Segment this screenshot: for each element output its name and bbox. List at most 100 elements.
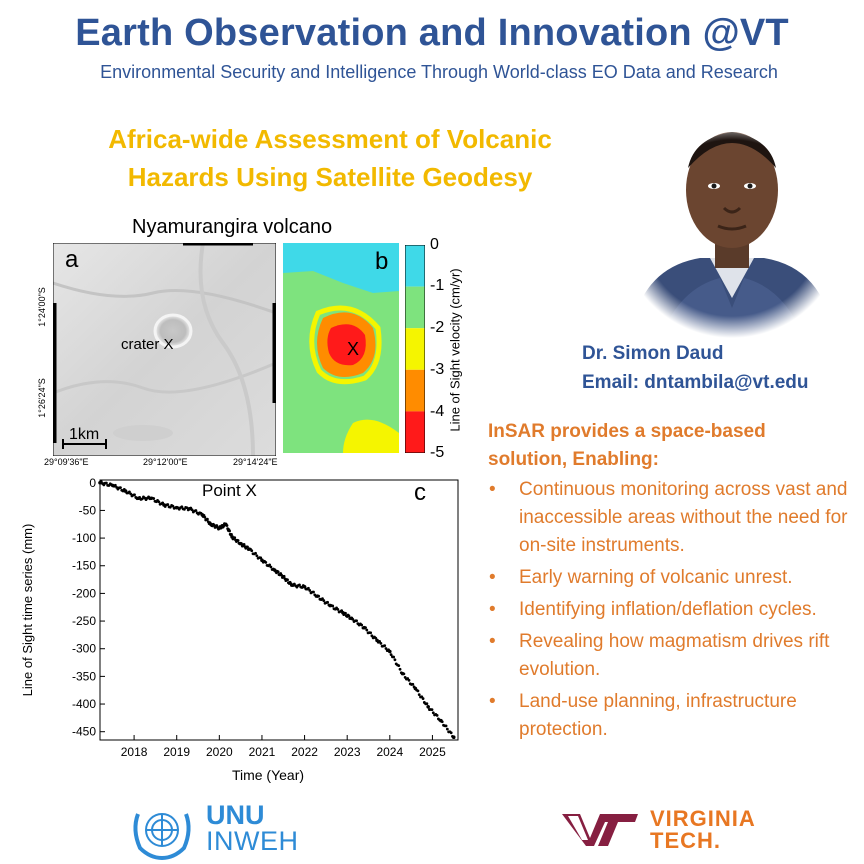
data-point (185, 506, 189, 510)
data-point (388, 649, 392, 654)
data-point (360, 623, 364, 627)
inweh-logo-text: INWEH (206, 826, 299, 856)
data-point (317, 594, 321, 598)
data-point (389, 653, 393, 657)
data-point (336, 607, 340, 611)
data-point (250, 549, 254, 553)
y-axis-label: Line of Sight time series (mm) (20, 524, 35, 697)
data-point (308, 589, 312, 592)
data-point (286, 578, 289, 582)
data-point (444, 724, 448, 728)
colorbar-segment (405, 411, 425, 453)
figure-title: Nyamurangira volcano (132, 216, 333, 238)
data-point (128, 490, 131, 494)
y-tick-label: 0 (89, 476, 96, 490)
data-point (417, 693, 421, 697)
panel-b-label: b (375, 248, 388, 275)
data-point (233, 536, 237, 540)
chart-title: Point X (202, 481, 257, 500)
data-point (225, 524, 229, 527)
data-point (282, 574, 286, 578)
velocity-map-panel: X b (283, 243, 399, 453)
data-point (129, 492, 133, 496)
colorbar-segment (405, 286, 425, 329)
data-point (171, 504, 175, 508)
x-tick-label: 2018 (121, 745, 148, 759)
x-tick-label: 2025 (419, 745, 446, 759)
data-point (435, 714, 439, 717)
lon-label-1: 29°09'36"E (44, 457, 89, 467)
data-point (397, 664, 401, 667)
person-email[interactable]: Email: dntambila@vt.edu (582, 372, 809, 393)
colorbar-tick: -1 (430, 277, 445, 294)
poster-title-line1: Africa-wide Assessment of Volcanic (108, 124, 552, 154)
data-point (347, 614, 351, 618)
data-point (104, 481, 108, 485)
data-point (440, 720, 444, 724)
hillshade-map-panel: a crater X 1km (53, 243, 276, 456)
y-tick-label: -200 (72, 586, 96, 600)
y-tick-label: -350 (72, 669, 96, 683)
main-title: Earth Observation and Innovation @VT (75, 12, 789, 54)
data-point (426, 705, 430, 709)
data-point (307, 586, 310, 590)
data-point (228, 529, 231, 533)
data-point (393, 658, 397, 662)
insar-heading: InSAR provides a space-based solution, E… (488, 421, 766, 470)
data-point (370, 634, 374, 638)
data-point (264, 560, 268, 564)
y-tick-label: -100 (72, 531, 96, 545)
data-point (242, 543, 246, 546)
colorbar-tick: -5 (430, 444, 445, 461)
x-tick-label: 2023 (334, 745, 361, 759)
y-tick-label: -450 (72, 725, 96, 739)
data-point (445, 727, 449, 731)
list-item: Identifying inflation/deflation cycles. (488, 596, 858, 624)
chart-frame (99, 479, 459, 741)
list-item: Continuous monitoring across vast and in… (488, 476, 858, 560)
data-point (364, 626, 367, 630)
data-point (269, 565, 273, 569)
colorbar-tick: -3 (430, 361, 445, 378)
person-name: Dr. Simon Daud (582, 343, 724, 364)
poster-title: Africa-wide Assessment of Volcanic Hazar… (60, 120, 600, 196)
colorbar-segment (405, 245, 425, 287)
list-item: Revealing how magmatism drives rift evol… (488, 628, 858, 684)
data-point (236, 539, 240, 542)
y-tick-label: -250 (72, 614, 96, 628)
lon-label-3: 29°14'24"E (233, 457, 278, 467)
vt-logo-text: VIRGINIA (650, 806, 756, 831)
data-point (138, 495, 142, 499)
data-point (246, 545, 249, 549)
data-point (355, 619, 358, 623)
colorbar-segment (405, 328, 425, 370)
list-item: Early warning of volcanic unrest. (488, 564, 858, 592)
data-point (255, 554, 259, 558)
data-point (133, 493, 136, 497)
data-point (392, 655, 396, 659)
data-point (344, 611, 347, 615)
data-point (203, 515, 207, 519)
data-point (402, 672, 406, 676)
data-point (331, 604, 335, 608)
panel-c-label: c (414, 479, 426, 506)
lat-label-2: 1°26'24"S (37, 378, 47, 418)
x-tick-label: 2020 (206, 745, 233, 759)
data-point (206, 517, 209, 521)
data-point (326, 600, 329, 604)
list-item: Land-use planning, infrastructure protec… (488, 688, 858, 744)
data-point (451, 735, 456, 740)
data-point (113, 483, 117, 487)
y-tick-label: -150 (72, 559, 96, 573)
data-point (230, 532, 233, 536)
lat-label-1: 1°24'00"S (37, 287, 47, 327)
panel-a-label: a (65, 246, 79, 273)
data-point (416, 689, 420, 693)
portrait-photo (620, 118, 844, 338)
data-point (379, 641, 383, 645)
scale-bar-label: 1km (69, 426, 99, 443)
velocity-colorbar (405, 245, 425, 453)
data-point (190, 508, 194, 512)
colorbar-segment (405, 369, 425, 412)
data-point (254, 551, 257, 555)
